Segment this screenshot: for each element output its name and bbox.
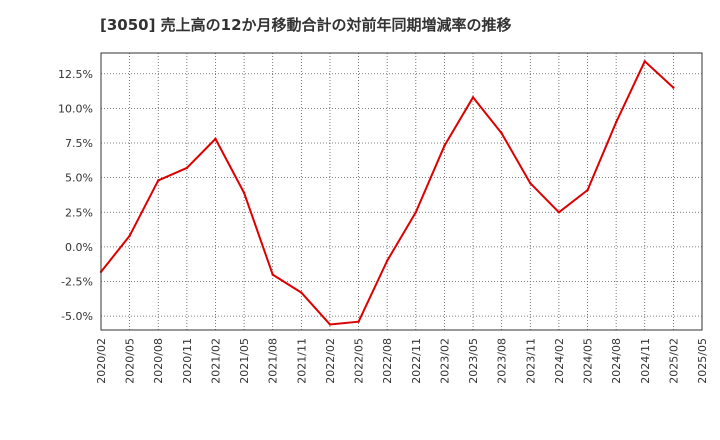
x-tick-label: 2020/02 — [95, 338, 108, 384]
data-point — [414, 211, 418, 214]
data-point — [529, 181, 532, 185]
x-tick-label: 2020/11 — [181, 338, 194, 384]
data-point — [443, 144, 446, 147]
data-point — [385, 259, 389, 262]
x-tick-label: 2025/02 — [667, 338, 680, 384]
data-point — [672, 86, 675, 89]
x-tick-label: 2024/05 — [582, 338, 595, 384]
x-tick-label: 2024/11 — [639, 338, 652, 384]
x-tick-label: 2020/05 — [124, 338, 137, 384]
x-tick-label: 2023/05 — [467, 338, 480, 384]
plot-frame — [100, 52, 703, 331]
x-tick-label: 2024/02 — [553, 338, 566, 384]
x-axis-ticks: 2020/02 2020/05 2020/08 2020/11 2021/02 2021/… — [95, 338, 709, 384]
series-group — [99, 60, 675, 326]
x-tick-label: 2021/08 — [267, 338, 280, 384]
x-tick-label: 2021/11 — [295, 338, 308, 384]
data-point — [586, 188, 589, 192]
y-axis-ticks: 12.5% 10.0% 7.5% 5.0% 2.5% 0.0% -2.5% -5.0% — [58, 68, 93, 323]
x-tick-label: 2023/02 — [438, 338, 451, 384]
data-point — [614, 121, 618, 124]
x-tick-label: 2022/11 — [410, 338, 423, 384]
data-point — [214, 137, 217, 141]
data-point — [643, 60, 646, 63]
data-point — [328, 323, 332, 326]
x-tick-label: 2021/05 — [238, 338, 251, 384]
data-point — [500, 132, 503, 135]
y-tick-label: 0.0% — [65, 241, 93, 254]
x-tick-label: 2024/08 — [610, 338, 623, 384]
chart-title: [3050] 売上高の12か月移動合計の対前年同期増減率の推移 — [100, 16, 512, 34]
y-tick-label: 7.5% — [65, 137, 93, 150]
data-point — [271, 273, 274, 276]
data-point — [300, 291, 303, 294]
y-tick-label: 12.5% — [58, 68, 93, 81]
x-tick-label: 2020/08 — [152, 338, 165, 384]
x-tick-label: 2023/11 — [524, 338, 537, 384]
data-point — [185, 166, 189, 170]
y-tick-label: -2.5% — [61, 276, 93, 289]
grid-lines — [101, 53, 702, 330]
data-point — [157, 179, 160, 182]
y-tick-label: 10.0% — [58, 102, 93, 115]
y-tick-label: 5.0% — [65, 172, 93, 185]
x-tick-label: 2025/05 — [696, 338, 709, 384]
x-tick-label: 2023/08 — [496, 338, 509, 384]
data-point — [128, 234, 131, 238]
x-tick-label: 2022/08 — [381, 338, 394, 384]
data-point — [471, 96, 475, 99]
y-tick-label: -5.0% — [61, 310, 93, 323]
data-point — [357, 320, 360, 323]
y-tick-label: 2.5% — [65, 206, 93, 219]
data-point — [557, 211, 561, 214]
x-tick-label: 2022/05 — [353, 338, 366, 384]
x-tick-label: 2021/02 — [209, 338, 222, 384]
x-tick-label: 2022/02 — [324, 338, 337, 384]
data-point — [242, 191, 246, 195]
